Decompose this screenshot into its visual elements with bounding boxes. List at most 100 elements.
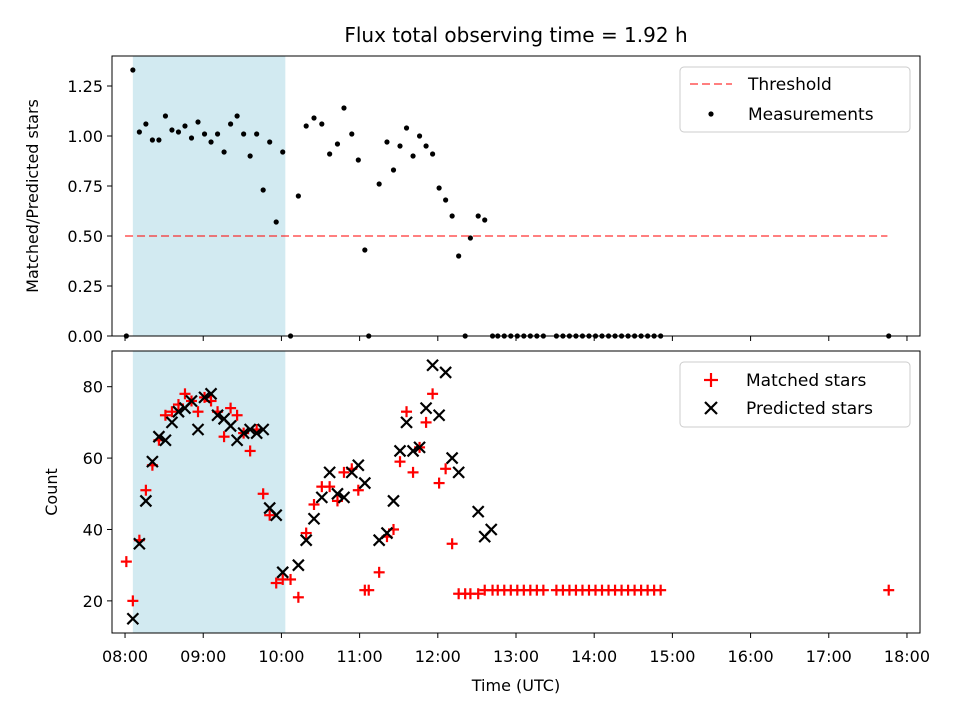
measurement-point <box>390 167 397 173</box>
measurement-point <box>416 133 423 139</box>
predicted-star-point <box>426 359 439 372</box>
matched-star-point <box>472 588 484 600</box>
predicted-star-point <box>400 416 413 429</box>
predicted-star-point <box>126 612 140 625</box>
predicted-star-point <box>269 508 283 522</box>
measurement-point <box>143 121 149 127</box>
predicted-star-point <box>133 537 146 551</box>
predicted-star-point <box>292 558 305 572</box>
measurement-point <box>221 149 227 155</box>
predicted-star-point <box>484 523 498 536</box>
measurement-point <box>175 129 182 135</box>
matched-star-point <box>427 388 439 400</box>
predicted-star-point <box>276 566 290 579</box>
matched-star-point <box>537 584 549 596</box>
predicted-star-point <box>352 458 365 472</box>
predicted-star-point <box>331 487 344 501</box>
predicted-star-point <box>445 451 459 465</box>
measurement-point <box>384 139 390 145</box>
x-tick-label: 13:00 <box>493 647 539 666</box>
top-highlight-span <box>132 56 286 336</box>
matched-star-point <box>292 591 304 603</box>
x-tick-label: 18:00 <box>884 647 930 666</box>
measurement-point <box>254 131 260 137</box>
measurement-point <box>319 121 325 127</box>
matched-star-point <box>324 481 336 493</box>
predicted-star-point <box>211 408 224 422</box>
predicted-star-point <box>204 387 218 401</box>
measurement-point <box>467 235 473 241</box>
measurement-point <box>423 143 429 149</box>
measurement-point <box>362 247 368 253</box>
matched-star-point <box>352 484 364 496</box>
measurement-point <box>136 129 142 135</box>
matched-star-point <box>440 463 452 475</box>
predicted-star-point <box>452 466 465 479</box>
measurement-point <box>436 185 442 191</box>
measurement-point <box>311 115 317 121</box>
legend-matched-swatch <box>704 373 718 387</box>
matched-star-point <box>231 409 243 421</box>
matched-star-point <box>127 595 139 607</box>
predicted-star-point <box>224 419 237 433</box>
predicted-star-point <box>393 444 407 458</box>
legend-predicted-swatch <box>704 401 718 415</box>
measurement-point <box>349 131 355 137</box>
measurement-point <box>403 125 410 131</box>
legend-measurements-label: Measurements <box>748 105 874 125</box>
measurement-point <box>247 153 253 159</box>
measurement-point <box>234 113 240 119</box>
x-tick-label: 12:00 <box>415 647 461 666</box>
predicted-star-point <box>471 505 485 518</box>
predicted-star-point <box>198 391 211 404</box>
predicted-star-point <box>419 401 433 415</box>
measurement-point <box>214 131 221 137</box>
matched-star-point <box>257 488 269 500</box>
measurement-point <box>273 219 279 225</box>
matched-star-point <box>166 406 178 418</box>
measurement-point <box>475 213 481 219</box>
measurement-point <box>195 119 201 125</box>
predicted-star-point <box>406 444 420 458</box>
measurement-point <box>341 105 347 111</box>
top-x-ticks <box>124 336 908 341</box>
measurement-point <box>227 121 234 127</box>
y-tick-label: 20 <box>83 592 103 611</box>
measurement-point <box>208 139 214 145</box>
measurement-point <box>130 67 136 73</box>
x-tick-label: 10:00 <box>258 647 304 666</box>
measurement-point <box>149 137 155 143</box>
matched-star-point <box>140 484 152 496</box>
y-tick-label: 1.25 <box>67 77 103 96</box>
predicted-star-point <box>165 416 179 429</box>
measurement-point <box>267 139 273 145</box>
matched-star-point <box>446 538 458 550</box>
bottom-x-ticks: 08:00 09:00 10:00 11:00 12:00 13:00 14:00 15:00… <box>102 633 930 666</box>
legend-predicted-label: Predicted stars <box>746 399 873 419</box>
measurement-point <box>169 127 175 133</box>
measurement-point <box>334 141 341 147</box>
measurement-point <box>376 181 382 187</box>
matched-star-point <box>407 466 419 478</box>
predicted-star-point <box>172 405 185 418</box>
matched-star-point <box>179 388 191 400</box>
predicted-star-point <box>185 394 198 408</box>
predicted-star-point <box>146 455 159 468</box>
matched-star-point <box>270 577 282 589</box>
measurement-point <box>449 213 455 219</box>
matched-star-point <box>225 402 237 414</box>
matched-star-point <box>420 416 432 428</box>
measurement-point <box>188 135 195 141</box>
matched-star-point <box>300 527 312 539</box>
measurement-point <box>162 113 169 119</box>
predicted-stars-series <box>126 359 498 625</box>
predicted-star-point <box>380 526 394 540</box>
measurement-point <box>241 131 247 137</box>
matched-star-point <box>218 431 230 443</box>
matched-star-point <box>338 466 350 478</box>
measurement-point <box>327 151 333 157</box>
x-tick-label: 14:00 <box>571 647 617 666</box>
x-tick-label: 16:00 <box>728 647 774 666</box>
matched-star-point <box>244 445 256 457</box>
